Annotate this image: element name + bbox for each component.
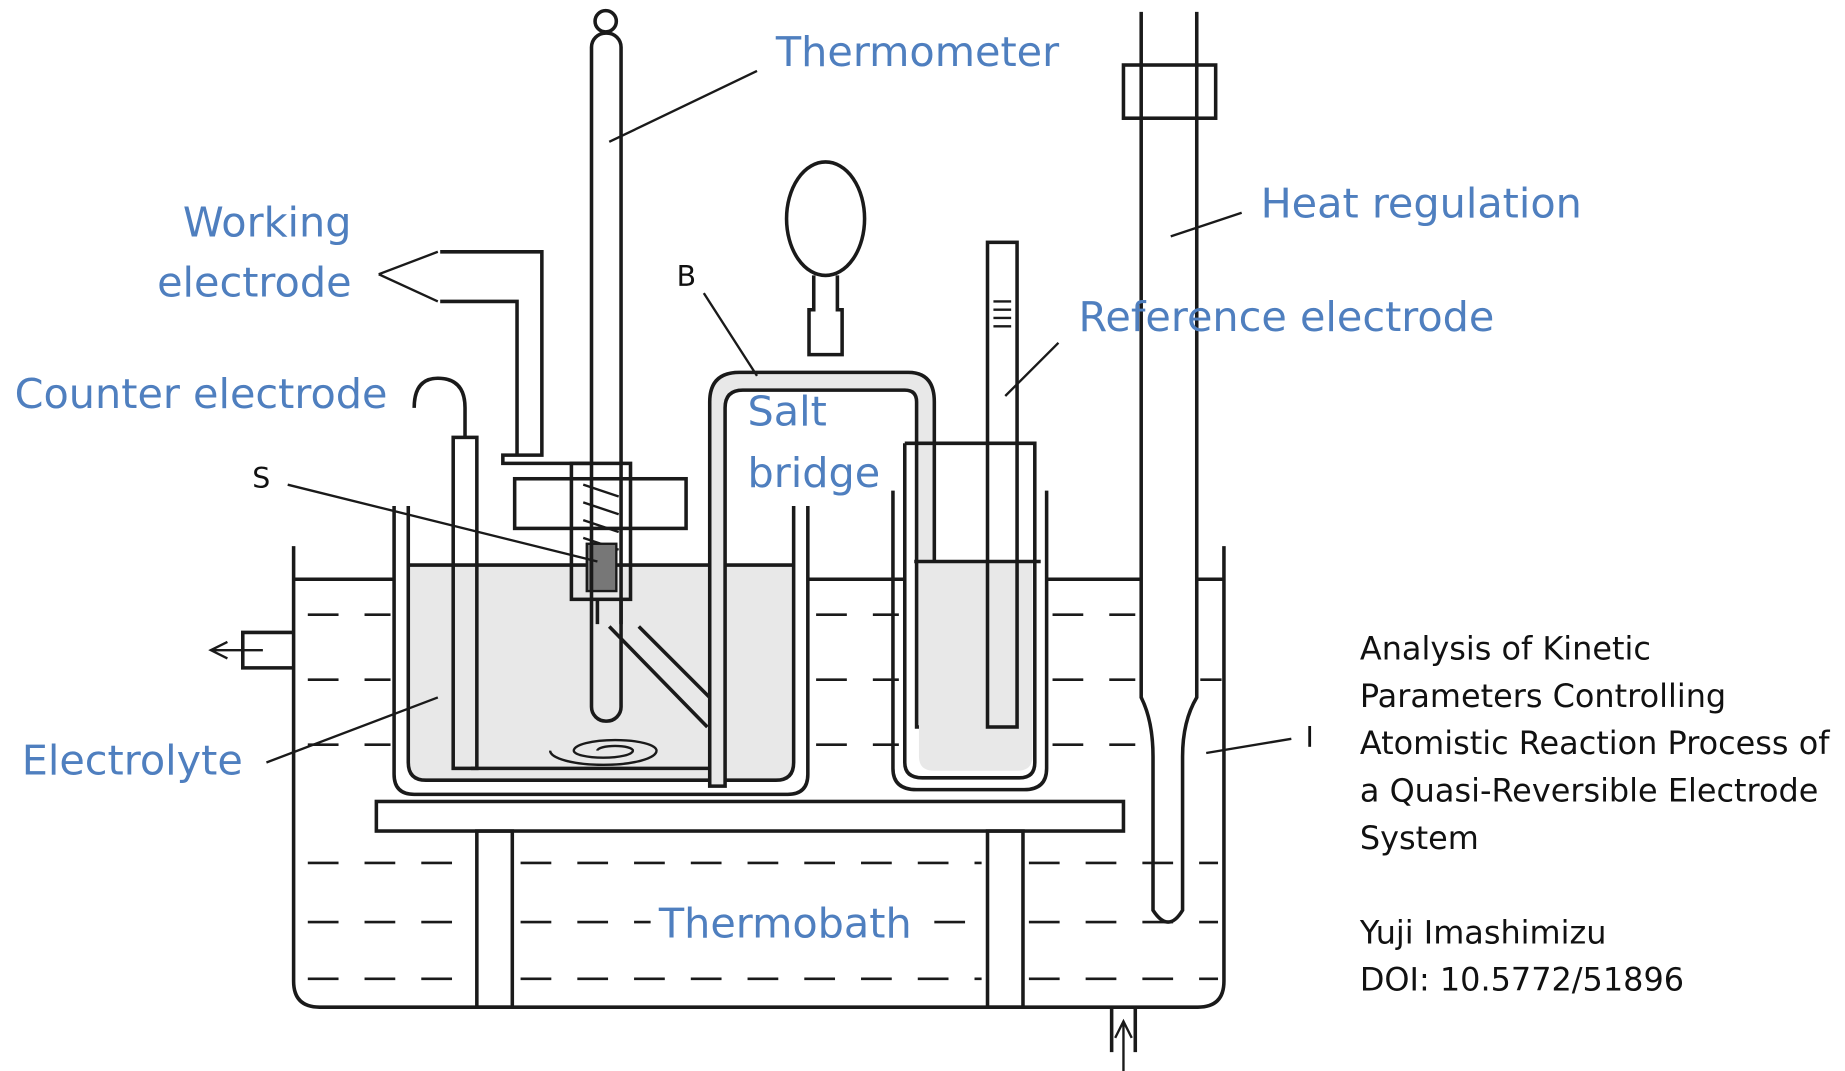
label: S: [252, 462, 270, 495]
reference-vessel: [891, 441, 1049, 792]
labels: Thermometer Working electrode Counter ele…: [15, 28, 1582, 947]
label: B: [677, 260, 696, 293]
thread: [582, 483, 620, 551]
label: Reference electrode: [1079, 293, 1495, 341]
cell-lid: [512, 476, 688, 531]
inlet-pipe: [1109, 1007, 1138, 1053]
label: Working electrode: [157, 198, 351, 306]
leader-lines: [266, 69, 1292, 764]
label: Thermometer: [775, 28, 1059, 76]
apparatus: [208, 8, 1292, 1071]
caption: Analysis of Kinetic Parameters Controlli…: [1359, 630, 1840, 999]
label: Counter electrode: [15, 370, 388, 418]
outlet-arrow: [208, 640, 263, 660]
label: Thermobath: [658, 899, 912, 947]
caption-title: Analysis of Kinetic Parameters Controlli…: [1360, 630, 1840, 857]
inlet-arrow: [1114, 1018, 1133, 1071]
platform: [374, 799, 1126, 833]
bulb-neck: [807, 275, 844, 357]
platform-leg: [475, 829, 515, 1009]
caption-author: Yuji Imashimizu: [1359, 913, 1607, 951]
reference-electrode: [985, 240, 1019, 729]
counter-hook: [412, 376, 467, 438]
working-wires: [440, 250, 592, 466]
reference-fill: [918, 561, 1033, 771]
bath-vessel: [291, 546, 1226, 1009]
spiral: [548, 738, 658, 767]
reference-scale: [993, 300, 1012, 328]
capillary: [607, 625, 711, 729]
label: Electrolyte: [22, 736, 243, 784]
salt-bridge: [707, 370, 937, 788]
label: Salt bridge: [748, 388, 881, 497]
label: Heat regulation: [1261, 180, 1582, 228]
platform-leg: [985, 829, 1025, 1009]
electrolyte-fill: [408, 565, 794, 781]
thermometer-ring: [593, 8, 619, 34]
heat-regulator: [1139, 11, 1199, 924]
caption-doi: DOI: 10.5772/51896: [1360, 961, 1684, 999]
bath-water: [307, 613, 1222, 981]
label: I: [1306, 721, 1314, 754]
electrode-holder: [569, 461, 633, 602]
bulb: [784, 160, 867, 278]
regulator-cap: [1121, 63, 1218, 120]
